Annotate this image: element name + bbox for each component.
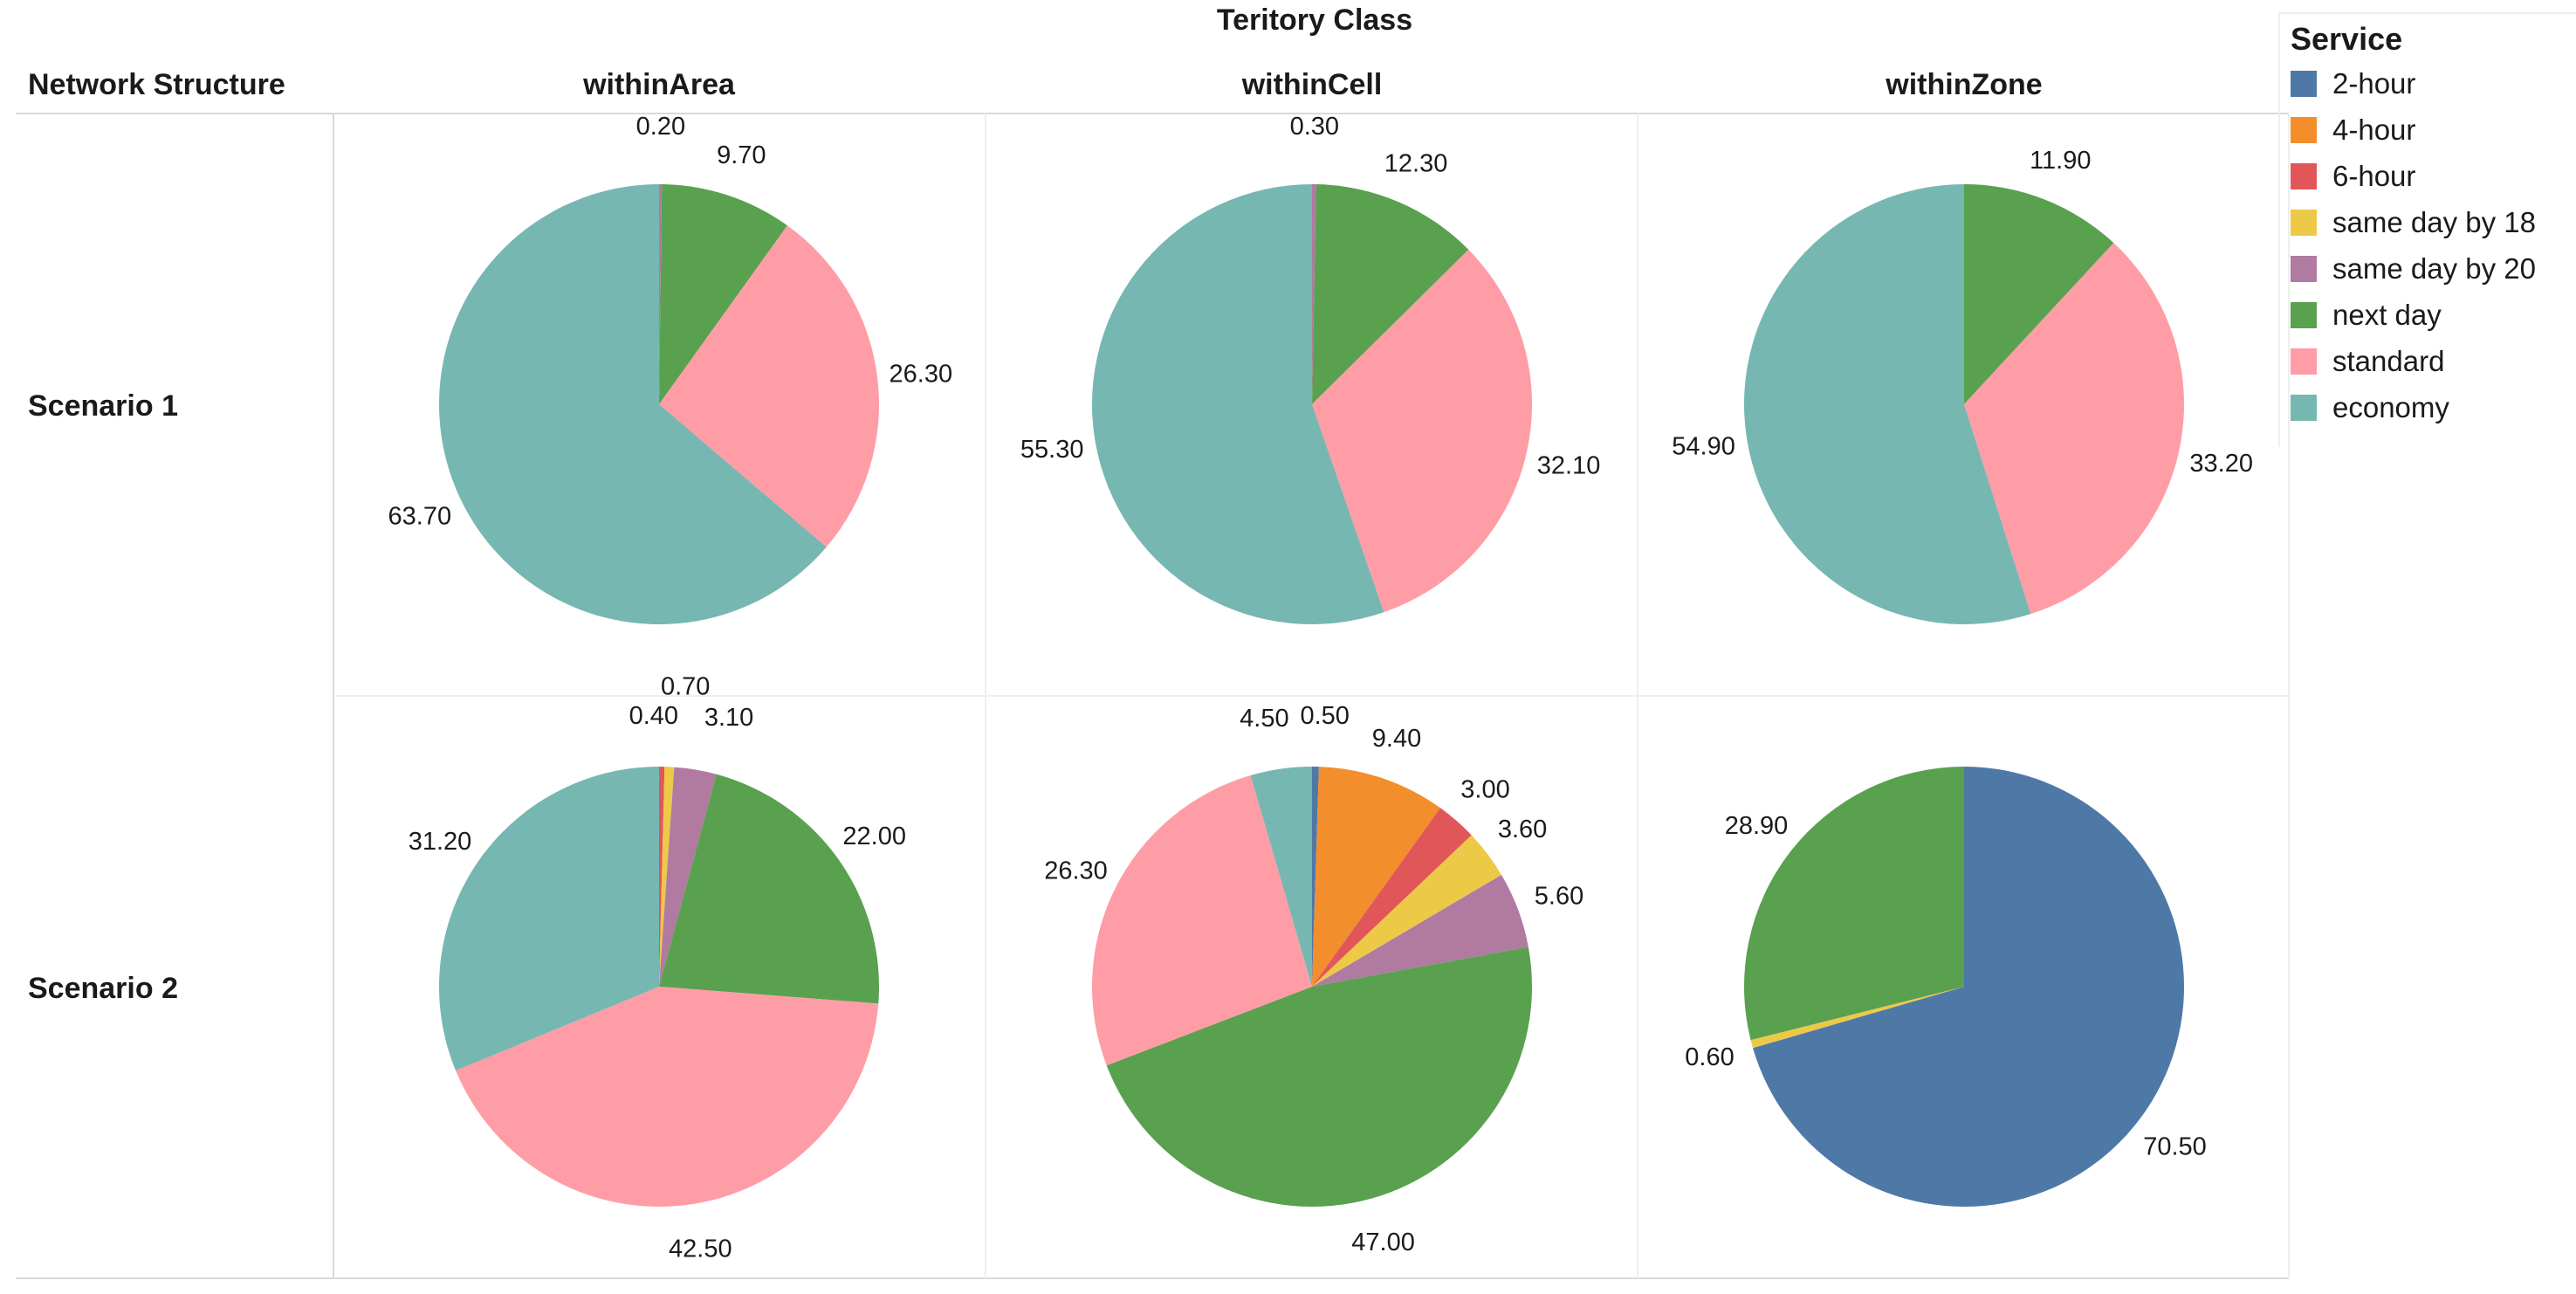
slice-same-day-by-18[interactable] — [1750, 987, 1964, 1049]
data-label: 9.40 — [1372, 725, 1421, 753]
data-label: 33.20 — [2189, 450, 2253, 478]
legend-label: same day by 18 — [2332, 206, 2536, 238]
data-label: 5.60 — [1535, 883, 1583, 911]
data-label: 9.70 — [717, 141, 766, 169]
pie-scenario-2-withinzone: 70.50 0.60 28.90 — [1685, 767, 2207, 1208]
data-label: 0.60 — [1685, 1043, 1734, 1071]
pie-scenario-1-withincell: 0.30 12.30 32.10 55.30 — [1020, 113, 1600, 624]
legend-item-2-hour[interactable]: 2-hour — [2291, 62, 2415, 106]
slice-same-day-by-20[interactable] — [659, 184, 663, 404]
data-label: 0.30 — [1290, 113, 1339, 141]
legend-label: next day — [2332, 299, 2442, 331]
slice-economy[interactable] — [1743, 184, 2031, 624]
data-label: 3.00 — [1460, 775, 1509, 803]
legend-label: 4-hour — [2332, 114, 2416, 146]
legend-item-6-hour[interactable]: 6-hour — [2291, 155, 2415, 198]
data-label: 0.70 — [661, 672, 710, 700]
data-label: 32.10 — [1537, 452, 1601, 480]
data-label: 3.60 — [1498, 816, 1547, 843]
legend: Service 2-hour 4-hour 6-hour same day by… — [2278, 12, 2576, 447]
legend-item-same-day-by-18[interactable]: same day by 18 — [2291, 201, 2536, 244]
data-label: 0.20 — [636, 113, 685, 141]
column-header-withinZone: withinZone — [1886, 68, 2043, 101]
slice-2-hour[interactable] — [1312, 766, 1319, 987]
legend-item-4-hour[interactable]: 4-hour — [2291, 108, 2415, 152]
slice-standard[interactable] — [659, 225, 880, 547]
column-header-withinArea: withinArea — [583, 68, 735, 101]
slice-next-day[interactable] — [1964, 183, 2114, 404]
legend-label: standard — [2332, 345, 2445, 377]
data-label: 12.30 — [1384, 150, 1448, 178]
data-label: 0.50 — [1300, 702, 1349, 730]
slice-same-day-by-20[interactable] — [1312, 183, 1316, 404]
slice-economy[interactable] — [1092, 184, 1384, 624]
data-label: 26.30 — [1044, 857, 1108, 885]
legend-label: 6-hour — [2332, 160, 2416, 192]
slice-standard[interactable] — [1964, 243, 2184, 615]
legend-item-next-day[interactable]: next day — [2291, 293, 2442, 337]
legend-swatch-standard — [2291, 348, 2317, 375]
legend-swatch-same-day-by-18 — [2291, 210, 2317, 236]
slice-standard[interactable] — [1091, 775, 1312, 1066]
pies: 0.20 9.70 26.30 63.70 0.30 12.30 32.10 55.30 11.… — [388, 113, 2253, 1263]
data-label: 42.50 — [669, 1235, 732, 1263]
slice-next-day[interactable] — [659, 774, 879, 1004]
legend-label: 2-hour — [2332, 67, 2416, 100]
chart-title: Teritory Class — [1216, 3, 1413, 37]
data-label: 3.10 — [704, 704, 753, 732]
legend-item-standard[interactable]: standard — [2291, 340, 2444, 383]
data-label: 63.70 — [388, 503, 452, 531]
data-label: 47.00 — [1351, 1229, 1415, 1256]
legend-item-economy[interactable]: economy — [2291, 386, 2449, 430]
slice-economy[interactable] — [1250, 767, 1312, 987]
legend-swatch-economy — [2291, 395, 2317, 421]
pie-scenario-2-withincell: 0.50 9.40 3.00 3.60 5.60 47.00 26.30 4.50 — [1044, 702, 1583, 1256]
slice-same-day-by-18[interactable] — [1312, 835, 1502, 987]
slice-next-day[interactable] — [1312, 184, 1469, 404]
slice-next-day[interactable] — [659, 184, 787, 404]
column-header-withinCell: withinCell — [1241, 68, 1383, 101]
data-label: 55.30 — [1020, 436, 1084, 464]
slice-same-day-by-20[interactable] — [659, 767, 717, 987]
legend-swatch-6-hour — [2291, 163, 2317, 189]
row-label-scenario-1: Scenario 1 — [28, 389, 178, 423]
data-label: 11.90 — [2030, 147, 2091, 175]
row-header: Network Structure — [28, 68, 285, 101]
slice-standard[interactable] — [1312, 249, 1533, 613]
data-label: 70.50 — [2143, 1132, 2207, 1160]
slice-same-day-by-20[interactable] — [1312, 874, 1528, 987]
legend-label: same day by 20 — [2332, 252, 2536, 285]
data-label: 26.30 — [890, 361, 953, 389]
pie-scenario-2-withinarea: 0.400.70 3.10 22.00 42.50 31.20 — [409, 672, 906, 1263]
legend-title: Service — [2291, 21, 2403, 57]
pie-scenario-1-withinzone: 11.90 33.20 54.90 — [1672, 147, 2253, 624]
slice-same-day-by-18[interactable] — [659, 767, 675, 987]
legend-label: economy — [2332, 391, 2449, 423]
data-label: 0.40 — [629, 702, 678, 730]
slice-economy[interactable] — [439, 184, 827, 624]
legend-swatch-same-day-by-20 — [2291, 256, 2317, 282]
data-label: 31.20 — [409, 828, 472, 856]
data-label: 22.00 — [842, 823, 906, 850]
slice-4-hour[interactable] — [1312, 767, 1440, 987]
data-label: 28.90 — [1725, 812, 1789, 840]
legend-swatch-next-day — [2291, 302, 2317, 328]
slice-next-day[interactable] — [1106, 946, 1533, 1208]
slice-2-hour[interactable] — [1753, 767, 2185, 1208]
row-label-scenario-2: Scenario 2 — [28, 972, 178, 1005]
grid-lines — [16, 113, 2290, 1279]
slice-economy[interactable] — [439, 767, 659, 1071]
legend-swatch-4-hour — [2291, 117, 2317, 143]
legend-item-same-day-by-20[interactable]: same day by 20 — [2291, 247, 2536, 291]
slice-next-day[interactable] — [1744, 767, 1964, 1041]
slice-6-hour[interactable] — [659, 767, 665, 987]
legend-swatch-2-hour — [2291, 71, 2317, 97]
pie-scenario-1-withinarea: 0.20 9.70 26.30 63.70 — [388, 113, 953, 624]
data-label: 54.90 — [1672, 432, 1735, 460]
slice-6-hour[interactable] — [1312, 808, 1472, 987]
slice-standard[interactable] — [456, 987, 879, 1207]
data-label: 4.50 — [1240, 705, 1288, 733]
